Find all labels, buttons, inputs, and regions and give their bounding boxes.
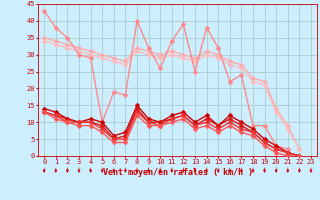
X-axis label: Vent moyen/en rafales ( km/h ): Vent moyen/en rafales ( km/h ) (103, 168, 252, 177)
